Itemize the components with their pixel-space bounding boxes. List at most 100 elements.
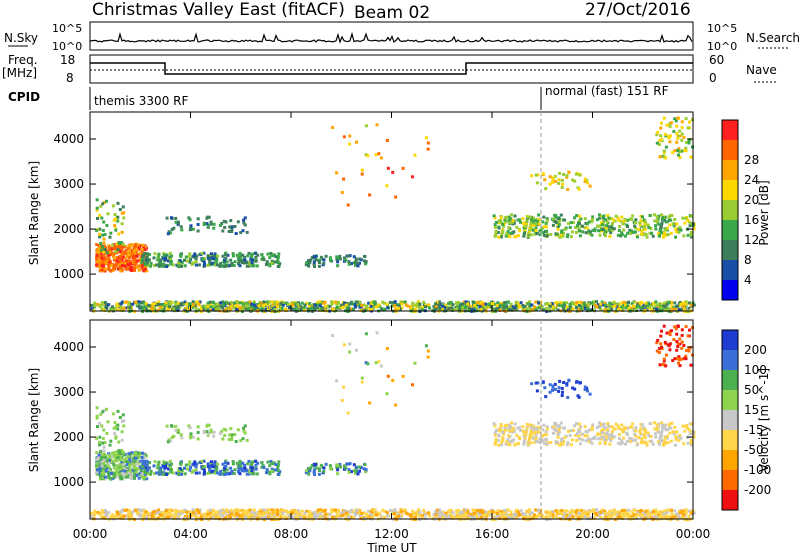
cpid-left-text: themis 3300 RF xyxy=(94,94,188,108)
echo-cell xyxy=(573,388,576,391)
echo-cell xyxy=(535,382,538,385)
echo-cell xyxy=(534,223,537,226)
echo-cell xyxy=(177,265,180,268)
echo-cell xyxy=(110,472,113,475)
echo-cell xyxy=(643,433,646,436)
echo-cell xyxy=(380,156,383,159)
echo-cell xyxy=(101,234,104,237)
echo-cell xyxy=(397,307,400,310)
echo-cell xyxy=(621,233,624,236)
echo-cell xyxy=(365,260,368,263)
echo-cell xyxy=(676,304,679,307)
echo-cell xyxy=(637,228,640,231)
echo-cell xyxy=(553,422,556,425)
echo-cell xyxy=(683,149,686,152)
echo-cell xyxy=(425,136,428,139)
echo-cell xyxy=(606,214,609,217)
echo-cell xyxy=(329,256,332,259)
nave-tick-top: 60 xyxy=(709,53,724,67)
echo-cell xyxy=(141,244,144,247)
echo-cell xyxy=(277,265,280,268)
echo-cell xyxy=(641,215,644,218)
echo-cell xyxy=(319,304,322,307)
echo-cell xyxy=(277,460,280,463)
echo-cell xyxy=(232,460,235,463)
echo-cell xyxy=(434,302,437,305)
echo-cell xyxy=(684,425,687,428)
echo-cell xyxy=(225,429,228,432)
echo-cell xyxy=(644,233,647,236)
echo-cell xyxy=(610,226,613,229)
echo-cell xyxy=(206,305,209,308)
echo-cell xyxy=(336,472,339,475)
echo-cell xyxy=(348,307,351,310)
echo-cell xyxy=(161,303,164,306)
echo-cell xyxy=(100,217,103,220)
echo-cell xyxy=(105,469,108,472)
echo-cell xyxy=(313,265,316,268)
echo-cell xyxy=(412,304,415,307)
echo-cell xyxy=(668,224,671,227)
echo-cell xyxy=(229,259,232,262)
echo-cell xyxy=(422,301,425,304)
echo-cell xyxy=(586,226,589,229)
echo-cell xyxy=(549,233,552,236)
echo-cell xyxy=(570,443,573,446)
echo-cell xyxy=(195,260,198,263)
echo-cell xyxy=(153,256,156,259)
echo-cell xyxy=(575,301,578,304)
echo-cell xyxy=(189,228,192,231)
echo-cell xyxy=(111,305,114,308)
echo-cell xyxy=(643,225,646,228)
echo-cell xyxy=(591,442,594,445)
echo-cell xyxy=(532,437,535,440)
echo-cell xyxy=(575,509,578,512)
echo-cell xyxy=(623,301,626,304)
echo-cell xyxy=(561,391,564,394)
echo-cell xyxy=(108,246,111,249)
echo-cell xyxy=(566,188,569,191)
echo-cell xyxy=(682,344,685,347)
echo-cell xyxy=(578,437,581,440)
echo-cell xyxy=(365,305,368,308)
echo-cell xyxy=(124,473,127,476)
echo-cell xyxy=(546,428,549,431)
echo-cell xyxy=(607,307,610,310)
echo-cell xyxy=(233,472,236,475)
echo-cell xyxy=(128,472,131,475)
echo-cell xyxy=(411,175,414,178)
echo-cell xyxy=(673,426,676,429)
echo-cell xyxy=(108,465,111,468)
echo-cell xyxy=(205,425,208,428)
echo-cell xyxy=(117,410,120,413)
echo-cell xyxy=(90,512,93,515)
echo-cell xyxy=(150,262,153,265)
echo-cell xyxy=(242,222,245,225)
echo-cell xyxy=(418,303,421,306)
echo-cell xyxy=(211,464,214,467)
echo-cell xyxy=(197,223,200,226)
echo-cell xyxy=(385,184,388,187)
echo-cell xyxy=(148,258,151,261)
echo-cell xyxy=(652,443,655,446)
echo-cell xyxy=(668,422,671,425)
echo-cell xyxy=(427,148,430,151)
echo-cell xyxy=(121,231,124,234)
echo-cell xyxy=(180,265,183,268)
echo-cell xyxy=(196,300,199,303)
echo-cell xyxy=(508,429,511,432)
echo-cell xyxy=(192,300,195,303)
echo-cell xyxy=(677,154,680,157)
echo-cell xyxy=(137,243,140,246)
echo-cell xyxy=(575,381,578,384)
echo-cell xyxy=(108,257,111,260)
echo-cell xyxy=(103,446,106,449)
echo-cell xyxy=(630,437,633,440)
echo-cell xyxy=(389,509,392,512)
echo-cell xyxy=(113,256,116,259)
echo-cell xyxy=(689,156,692,159)
echo-cell xyxy=(224,253,227,256)
echo-cell xyxy=(634,218,637,221)
echo-cell xyxy=(113,475,116,478)
